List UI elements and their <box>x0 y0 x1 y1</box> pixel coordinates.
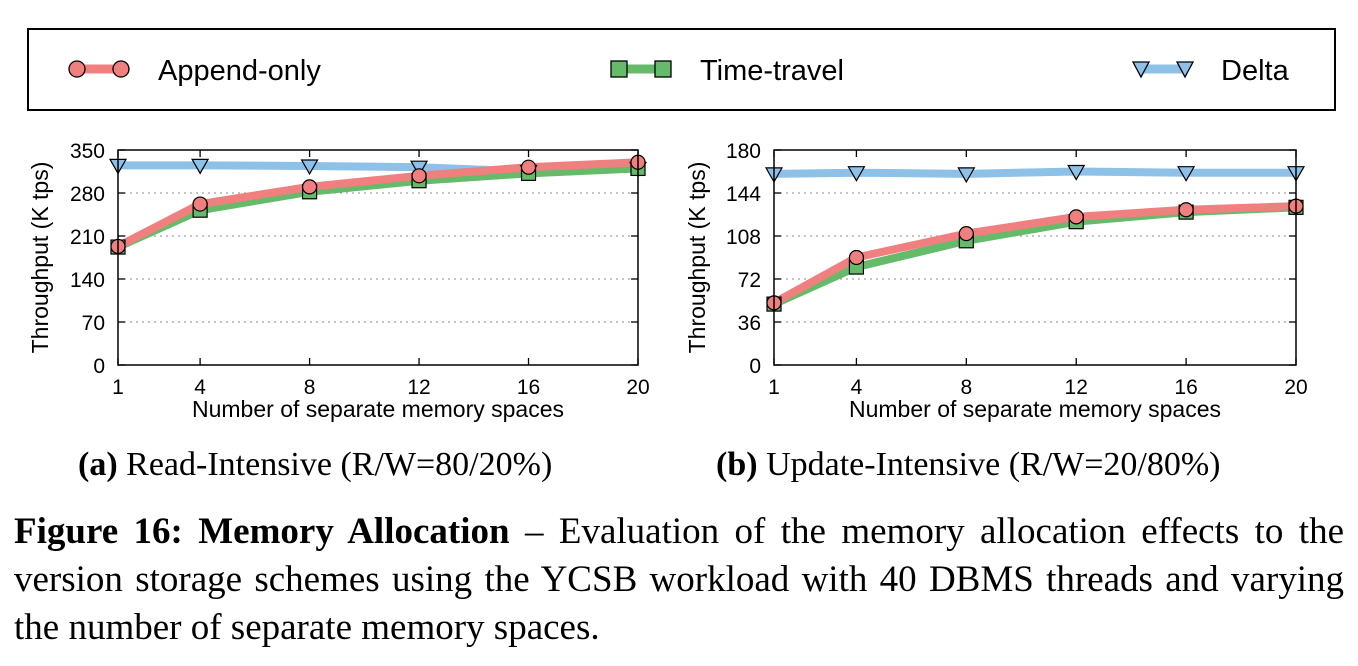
y-tick-label: 72 <box>738 269 761 292</box>
x-tick-label: 1 <box>112 376 124 399</box>
series-line-delta <box>770 167 1300 178</box>
legend-marker-append-only <box>112 60 130 78</box>
x-tick-label: 8 <box>960 376 972 399</box>
x-tick-label: 12 <box>1065 376 1088 399</box>
chart-read-intensive: 0 70 140 210 280 350 1 4 8 12 16 20 Number of separa… <box>27 140 650 422</box>
caption-a-text: Read-Intensive (R/W=80/20%) <box>126 446 553 483</box>
legend-label-time-travel: Time-travel <box>700 55 844 87</box>
data-point-append-only <box>1068 209 1084 225</box>
legend-item-append-only: Append-only <box>68 55 321 87</box>
legend: Append-only Time-travel Delta <box>27 28 1336 111</box>
x-tick-label: 8 <box>304 376 316 399</box>
x-tick-label: 4 <box>194 376 206 399</box>
caption-b-text: Update-Intensive (R/W=20/80%) <box>766 446 1221 483</box>
x-axis-label: Number of separate memory spaces <box>849 396 1221 422</box>
x-tick-label: 4 <box>851 376 863 399</box>
caption-b-tag: (b) <box>716 446 758 483</box>
legend-marker-time-travel <box>610 60 628 78</box>
y-tick-label: 140 <box>70 269 105 292</box>
y-axis-label: Throughput (K tps) <box>684 162 710 354</box>
data-point-append-only <box>520 159 537 175</box>
y-tick-label: 0 <box>749 355 761 378</box>
caption-b: (b) Update-Intensive (R/W=20/80%) <box>716 446 1221 484</box>
data-point-delta <box>1067 164 1086 181</box>
chart-update-intensive: 0 36 72 108 144 180 1 4 8 12 16 20 Number of separat… <box>684 140 1308 422</box>
figure: Append-only Time-travel Delta 0701402102… <box>27 28 1336 422</box>
x-tick-label: 16 <box>517 376 540 399</box>
data-point-append-only <box>301 179 318 195</box>
data-point-delta <box>957 167 976 184</box>
y-tick-label: 210 <box>70 226 105 249</box>
x-axis-label: Number of separate memory spaces <box>192 396 564 422</box>
series-line-append-only <box>770 202 1300 307</box>
y-tick-label: 350 <box>70 140 105 163</box>
legend-marker-time-travel <box>654 60 672 78</box>
y-axis-label: Throughput (K tps) <box>27 162 53 354</box>
legend-box <box>27 28 1336 111</box>
legend-label-delta: Delta <box>1221 55 1290 87</box>
x-tick-label: 1 <box>768 376 780 399</box>
legend-marker-delta <box>1131 61 1151 79</box>
data-point-append-only <box>1178 202 1194 218</box>
y-tick-label: 36 <box>738 312 761 335</box>
figure-number: Figure 16: <box>14 511 183 552</box>
data-point-delta <box>300 159 319 176</box>
legend-marker-delta <box>1175 61 1195 79</box>
y-tick-label: 180 <box>726 140 761 163</box>
y-tick-label: 280 <box>70 183 105 206</box>
plot-frame <box>773 149 1297 366</box>
plot-frame <box>117 149 639 366</box>
legend-item-delta: Delta <box>1131 55 1290 87</box>
x-tick-label: 20 <box>626 376 649 399</box>
caption-a-tag: (a) <box>78 446 118 483</box>
y-tick-label: 108 <box>726 226 761 249</box>
legend-label-append-only: Append-only <box>158 55 321 87</box>
x-tick-label: 16 <box>1174 376 1197 399</box>
data-point-append-only <box>192 196 208 212</box>
y-tick-label: 70 <box>82 312 105 335</box>
y-tick-label: 0 <box>93 355 105 378</box>
data-point-append-only <box>848 249 865 266</box>
figure-caption: Figure 16: Memory Allocation – Evaluatio… <box>14 508 1344 652</box>
x-tick-label: 20 <box>1284 376 1307 399</box>
series-line-append-only <box>114 158 642 251</box>
data-point-delta <box>847 166 866 182</box>
data-point-append-only <box>958 226 974 242</box>
figure-description: – Evaluation of the memory allocation ef… <box>14 511 1344 648</box>
y-tick-label: 144 <box>726 183 761 206</box>
data-point-delta <box>1177 166 1196 182</box>
data-point-delta <box>410 160 429 177</box>
data-point-delta <box>191 158 210 175</box>
series-line-time-travel <box>114 164 642 252</box>
data-point-append-only <box>411 168 427 184</box>
caption-a: (a) Read-Intensive (R/W=80/20%) <box>78 446 552 484</box>
legend-marker-append-only <box>68 60 86 78</box>
x-tick-label: 12 <box>407 376 430 399</box>
legend-item-time-travel: Time-travel <box>610 55 844 87</box>
figure-title: Memory Allocation <box>198 511 510 552</box>
